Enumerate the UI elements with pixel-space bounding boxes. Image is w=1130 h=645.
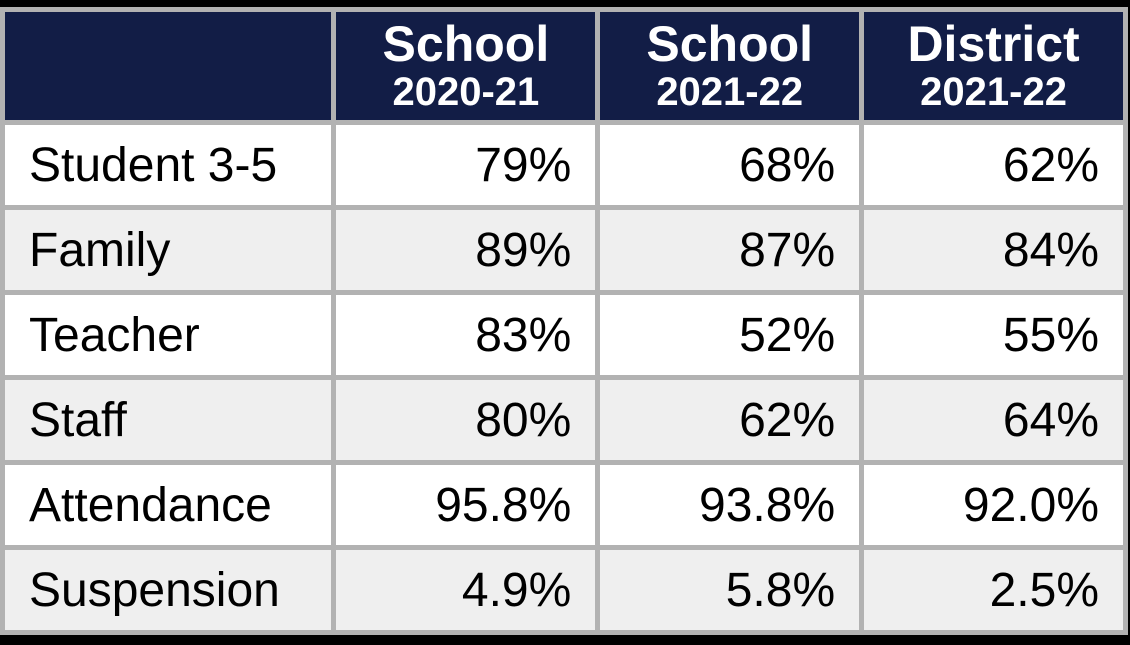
cell-value: 84% (864, 210, 1123, 290)
col-header-year: 2021-22 (920, 70, 1067, 115)
cell-value: 5.8% (600, 550, 860, 630)
cell-value: 62% (600, 380, 860, 460)
cell-value: 79% (336, 125, 596, 205)
col-header-title: School (646, 15, 814, 72)
col-header-title: District (907, 15, 1080, 72)
cell-value: 95.8% (336, 465, 596, 545)
cell-value: 92.0% (864, 465, 1123, 545)
row-label: Suspension (5, 550, 332, 630)
col-header-school-2021-22: School 2021-22 (600, 12, 860, 120)
row-label: Family (5, 210, 332, 290)
cell-value: 93.8% (600, 465, 860, 545)
col-header-title: School (382, 15, 550, 72)
col-header-school-2020-21: School 2020-21 (336, 12, 596, 120)
header-row: School 2020-21 School 2021-22 District 2… (5, 12, 1123, 120)
table-row-staff: Staff 80% 62% 64% (5, 380, 1123, 460)
row-label: Student 3-5 (5, 125, 332, 205)
cell-value: 83% (336, 295, 596, 375)
table-row-teacher: Teacher 83% 52% 55% (5, 295, 1123, 375)
table-row-suspension: Suspension 4.9% 5.8% 2.5% (5, 550, 1123, 630)
cell-value: 64% (864, 380, 1123, 460)
table-row-attendance: Attendance 95.8% 93.8% 92.0% (5, 465, 1123, 545)
cell-value: 80% (336, 380, 596, 460)
col-header-district-2021-22: District 2021-22 (864, 12, 1123, 120)
row-label: Teacher (5, 295, 332, 375)
cell-value: 52% (600, 295, 860, 375)
table-row-family: Family 89% 87% 84% (5, 210, 1123, 290)
cell-value: 2.5% (864, 550, 1123, 630)
cell-value: 4.9% (336, 550, 596, 630)
cell-value: 68% (600, 125, 860, 205)
row-label: Attendance (5, 465, 332, 545)
cell-value: 89% (336, 210, 596, 290)
cell-value: 55% (864, 295, 1123, 375)
school-metrics-table: School 2020-21 School 2021-22 District 2… (0, 7, 1128, 635)
cell-value: 87% (600, 210, 860, 290)
table-row-student-3-5: Student 3-5 79% 68% 62% (5, 125, 1123, 205)
col-header-year: 2020-21 (392, 70, 540, 115)
cell-value: 62% (864, 125, 1123, 205)
col-header-year: 2021-22 (656, 70, 804, 115)
corner-cell (5, 12, 332, 120)
row-label: Staff (5, 380, 332, 460)
